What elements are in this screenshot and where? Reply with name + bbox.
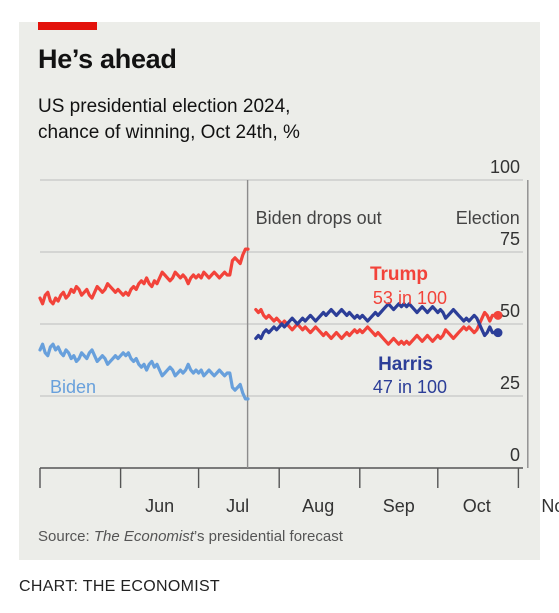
harris-label: Harris [378,354,433,375]
trump-label: Trump [370,264,428,285]
chart-credit: CHART: THE ECONOMIST [19,578,220,595]
x-tick-label-sep: Sep [383,496,415,516]
source-note: Source: The Economist’s presidential for… [38,528,343,545]
source-publication: The Economist [93,528,194,545]
y-tick-label-25: 25 [500,373,520,393]
y-tick-label-50: 50 [500,301,520,321]
y-tick-label-100: 100 [490,157,520,177]
source-suffix: ’s presidential forecast [193,528,343,545]
x-tick-label-aug: Aug [302,496,334,516]
x-tick-label-oct: Oct [463,496,491,516]
x-tick-label-jun: Jun [145,496,174,516]
chart-subtitle: US presidential election 2024, chance of… [38,94,478,146]
series-line-harris [254,302,497,340]
endpoint-dot-trump [493,310,503,320]
subtitle-line-1: US presidential election 2024, [38,96,291,117]
x-tick-label-nov: Nov [541,496,559,516]
y-tick-label-0: 0 [510,445,520,465]
series-line-trump [38,247,497,346]
x-tick-label-jul: Jul [226,496,249,516]
trump-value-label: 53 in 100 [373,288,447,308]
y-tick-label-75: 75 [500,229,520,249]
chart-title: He’s ahead [38,44,177,74]
brand-accent-bar [38,22,97,30]
biden-label: Biden [50,377,96,397]
dropout-annotation: Biden drops out [256,208,382,228]
harris-value-label: 47 in 100 [373,377,447,397]
series-line-biden [38,342,250,401]
subtitle-line-2: chance of winning, Oct 24th, % [38,122,300,143]
endpoint-dot-harris [493,328,503,338]
election-annotation: Election [456,208,520,228]
source-prefix: Source: [38,528,94,545]
